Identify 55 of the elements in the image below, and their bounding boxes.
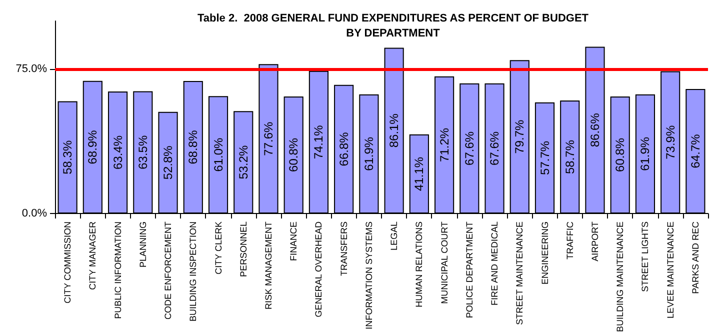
x-tick-label: FIRE AND MEDICAL: [490, 221, 500, 306]
data-label: 61.9%: [362, 136, 376, 171]
data-label: 73.9%: [663, 125, 678, 160]
data-label: 58.7%: [562, 140, 577, 174]
x-tick-label: POLICE DEPARTMENT: [464, 220, 474, 318]
x-tick-label: CITY COMMISSION: [62, 221, 73, 304]
data-label: 63.5%: [136, 135, 150, 170]
x-tick-label: PUBLIC INFORMATION: [112, 221, 123, 319]
data-label: 77.6%: [261, 121, 276, 156]
x-tick-label: AIRPORT: [590, 220, 600, 262]
x-tick-label: PLANNING: [138, 221, 148, 268]
chart-title: Table 2. 2008 GENERAL FUND EXPENDITURES AS PERCENT OF BUDGET BY DEPARTMENT: [198, 12, 589, 40]
x-tick-label: PERSONNEL: [238, 221, 248, 278]
x-tick-label: CITY MANAGER: [88, 220, 98, 290]
data-label: 63.4%: [110, 135, 125, 170]
data-label: 60.8%: [286, 138, 301, 172]
x-tick-label: RISK MANAGEMENT: [263, 220, 274, 310]
y-tick-label: 0.0%: [22, 207, 48, 220]
data-label: 74.1%: [312, 124, 326, 160]
x-tick-label: GENERAL OVERHEAD: [314, 221, 324, 318]
x-tick-label: FINANCE: [288, 221, 299, 261]
data-label: 57.7%: [538, 140, 552, 175]
x-tick-label: CODE ENFORCEMENT: [163, 220, 174, 320]
data-label: 60.8%: [613, 138, 628, 172]
data-label: 68.9%: [86, 130, 100, 164]
data-label: 61.0%: [211, 137, 226, 172]
x-tick-label: HUMAN RELATIONS: [414, 221, 424, 308]
x-tick-label: STREET LIGHTS: [640, 221, 650, 292]
data-label: 68.8%: [186, 130, 200, 164]
x-tick-label: PARKS AND REC: [690, 220, 700, 294]
data-label: 61.9%: [638, 136, 652, 171]
data-label: 53.2%: [236, 144, 250, 180]
data-label: 67.6%: [488, 131, 502, 166]
data-label: 41.1%: [412, 156, 426, 191]
data-label: 66.8%: [336, 132, 351, 166]
x-tick-label: STREET MAINTENANCE: [514, 221, 525, 325]
data-label: 58.3%: [60, 140, 75, 174]
data-label: 52.8%: [161, 145, 176, 180]
x-tick-label: CITY CLERK: [213, 221, 224, 274]
x-tick-label: ENGINEERING: [540, 221, 550, 284]
data-label: 64.7%: [688, 134, 702, 168]
x-tick-label: MUNICIPAL COURT: [439, 220, 450, 304]
x-tick-label: LEVEE MAINTENANCE: [665, 221, 676, 319]
data-label: 86.1%: [387, 113, 402, 148]
y-tick-label: 75.0%: [16, 63, 48, 76]
x-tick-label: INFORMATION SYSTEMS: [364, 221, 374, 330]
data-label: 71.2%: [437, 128, 452, 162]
data-label: 79.7%: [512, 119, 527, 154]
x-tick-label: BUILDING MAINTENANCE: [615, 221, 626, 332]
x-tick-label: LEGAL: [389, 221, 400, 251]
x-tick-label: BUILDING INSPECTION: [188, 221, 198, 322]
data-label: 67.6%: [462, 131, 476, 166]
x-tick-label: TRANSFERS: [338, 221, 349, 276]
x-tick-label: TRAFFIC: [564, 220, 575, 260]
data-label: 86.6%: [588, 112, 602, 148]
